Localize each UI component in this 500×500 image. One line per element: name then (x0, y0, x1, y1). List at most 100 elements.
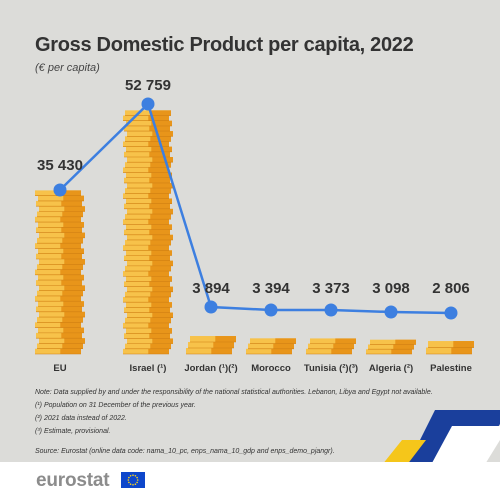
coin-shade (149, 229, 170, 235)
note-line: (¹) Population on 31 December of the pre… (35, 402, 196, 409)
coin (126, 172, 172, 178)
coin-shade (64, 232, 85, 238)
coin-shade (152, 182, 173, 189)
coin (39, 258, 85, 265)
coin (123, 348, 169, 354)
value-label: 3 894 (192, 280, 230, 297)
coin-shade (152, 338, 173, 344)
coin-shade (64, 285, 85, 291)
coin-shade (151, 198, 172, 204)
coin (36, 332, 82, 339)
footer-bar (0, 462, 500, 500)
coin-shade (63, 274, 84, 281)
coin (246, 348, 292, 354)
coin (39, 232, 85, 238)
coin (36, 306, 82, 312)
coin (428, 341, 474, 348)
coin (125, 343, 171, 349)
coin (366, 349, 412, 354)
coin-shade (60, 322, 81, 328)
coin-shade (211, 348, 232, 354)
value-labels: 35 430 52 759 3 894 3 394 3 373 3 098 2 806 (37, 77, 470, 297)
coin-shade (150, 110, 171, 116)
coin-shade (61, 253, 82, 259)
coin-shade (63, 222, 84, 228)
coin (124, 307, 170, 313)
data-points (53, 97, 458, 320)
coin-shade (148, 219, 169, 225)
note-line: Note: Data supplied by and under the res… (35, 389, 433, 396)
bar (246, 338, 296, 355)
coin (35, 295, 81, 302)
eurostat-logo: eurostat (36, 470, 110, 491)
coin (38, 327, 84, 333)
coin (35, 216, 81, 223)
coin-shade (149, 151, 170, 158)
coin (36, 280, 82, 286)
coin (124, 255, 170, 261)
coin-shade (453, 341, 474, 348)
coin (250, 338, 296, 344)
coin-shade (60, 269, 81, 275)
coin-shade (391, 349, 412, 354)
coin-shade (62, 290, 83, 296)
coin-shade (148, 271, 169, 277)
coin-shade (150, 214, 171, 220)
note-line: (³) Estimate, provisional. (35, 428, 111, 435)
coin (123, 322, 169, 329)
chart-title: Gross Domestic Product per capita, 2022 (35, 34, 414, 56)
coin-shade (152, 286, 173, 292)
coin (125, 291, 171, 297)
coin (127, 208, 173, 215)
coin-shade (152, 260, 173, 266)
coin (37, 237, 83, 244)
data-point (53, 183, 67, 197)
coin-shade (151, 328, 172, 334)
coin (35, 269, 81, 275)
coin-shade (148, 245, 169, 251)
coin-shade (150, 317, 171, 323)
coin-shade (64, 258, 85, 265)
bar (426, 341, 474, 355)
data-point (384, 305, 398, 319)
bar (366, 339, 416, 355)
coin-shade (150, 291, 171, 297)
coin-shade (63, 248, 84, 254)
coin (38, 274, 84, 281)
coin-shade (275, 338, 296, 344)
coin-shade (152, 234, 173, 240)
coin (123, 245, 169, 251)
coin-shade (149, 307, 170, 313)
coin-shade (60, 216, 81, 223)
source-text: Source: Eurostat (online data code: nama… (35, 448, 335, 455)
coin-shade (149, 125, 170, 132)
coin-shade (61, 280, 82, 286)
value-label: 3 098 (372, 280, 410, 297)
coin-shade (149, 177, 170, 183)
coin (37, 317, 83, 323)
coin-shade (62, 317, 83, 323)
coin-shade (63, 195, 84, 201)
coin (125, 188, 171, 194)
coin (125, 317, 171, 323)
data-point (264, 303, 278, 317)
coin (370, 339, 416, 345)
coin-shade (148, 167, 169, 173)
coin (123, 296, 169, 303)
coin-shade (451, 347, 472, 354)
value-label: 35 430 (37, 157, 83, 174)
category-label: EU (53, 363, 66, 374)
coin (127, 286, 173, 292)
coin (124, 125, 170, 132)
coin-shade (64, 338, 85, 344)
coin-shade (151, 172, 172, 178)
coin-shade (150, 239, 171, 246)
data-point (444, 306, 458, 320)
coin-shade (60, 348, 81, 354)
coin (37, 290, 83, 296)
coin-shade (150, 136, 171, 142)
coin-shade (60, 190, 81, 196)
coin-shade (151, 120, 172, 126)
gdp-chart: 35 430 52 759 3 894 3 394 3 373 3 098 2 806 EU… (35, 77, 474, 374)
coin (126, 302, 172, 308)
